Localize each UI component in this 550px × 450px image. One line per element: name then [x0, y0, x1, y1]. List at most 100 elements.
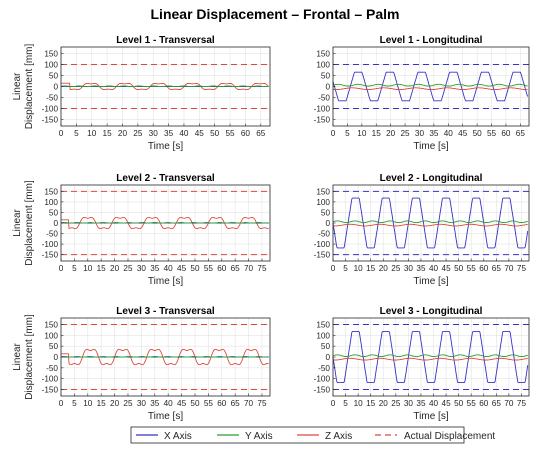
- y-tick-label: -150: [314, 251, 331, 260]
- x-tick-label: 5: [343, 264, 348, 273]
- x-tick-label: 5: [72, 264, 77, 273]
- x-tick-label: 15: [366, 399, 376, 408]
- x-tick-label: 10: [354, 264, 364, 273]
- x-tick-label: 10: [83, 264, 93, 273]
- x-tick-label: 40: [179, 129, 189, 138]
- series-y-axis: [60, 356, 269, 358]
- x-axis-label: Time [s]: [413, 411, 448, 422]
- series-x-axis: [332, 71, 529, 102]
- y-tick-label: -50: [46, 230, 58, 239]
- x-tick-label: 45: [177, 264, 187, 273]
- y-tick-label: 0: [53, 83, 58, 92]
- x-tick-label: 50: [454, 399, 464, 408]
- x-tick-label: 10: [354, 399, 364, 408]
- y-tick-label: -150: [314, 115, 331, 124]
- x-tick-label: 10: [357, 129, 367, 138]
- x-tick-label: 35: [429, 129, 439, 138]
- y-tick-label: 100: [316, 61, 330, 70]
- x-tick-label: 30: [404, 399, 414, 408]
- x-axis-label: Time [s]: [148, 141, 183, 152]
- y-axis-label-line-2: Displacement [mm]: [24, 180, 35, 266]
- y-tick-label: -150: [42, 251, 59, 260]
- x-tick-label: 75: [257, 264, 267, 273]
- x-tick-label: 0: [59, 399, 64, 408]
- x-tick-label: 55: [467, 399, 477, 408]
- x-tick-label: 70: [244, 399, 254, 408]
- x-tick-label: 55: [204, 264, 214, 273]
- x-tick-label: 15: [366, 264, 376, 273]
- x-tick-label: 50: [210, 129, 220, 138]
- series-z-axis: [333, 357, 528, 361]
- x-tick-label: 20: [110, 264, 120, 273]
- y-tick-label: 100: [316, 331, 330, 340]
- series-z-axis: [61, 348, 269, 366]
- x-tick-label: 15: [372, 129, 382, 138]
- y-tick-label: 50: [49, 72, 59, 81]
- x-tick-label: 5: [74, 129, 79, 138]
- subplot-6: 0 5 10 15 20 25 30 35 40 45 50 55 60 65 70 75-150-100-5…: [314, 306, 530, 422]
- x-tick-label: 60: [217, 399, 227, 408]
- y-tick-label: -100: [42, 240, 59, 249]
- x-tick-label: 25: [401, 129, 411, 138]
- y-tick-label: 50: [49, 342, 59, 351]
- y-tick-label: -50: [318, 230, 330, 239]
- x-tick-label: 60: [217, 264, 227, 273]
- legend-item-label: Y Axis: [245, 431, 273, 442]
- y-tick-label: 150: [44, 50, 58, 59]
- x-tick-label: 50: [473, 129, 483, 138]
- x-tick-label: 20: [118, 129, 128, 138]
- y-tick-label: -50: [46, 364, 58, 373]
- legend-item-label: Actual Displacement: [404, 431, 495, 442]
- x-tick-label: 5: [345, 129, 350, 138]
- y-tick-label: 50: [321, 72, 331, 81]
- x-tick-label: 65: [256, 129, 266, 138]
- x-tick-label: 45: [442, 264, 452, 273]
- y-tick-label: 0: [53, 353, 58, 362]
- y-tick-label: -100: [314, 375, 331, 384]
- x-tick-label: 40: [164, 399, 174, 408]
- y-tick-label: -150: [314, 386, 331, 395]
- x-tick-label: 30: [137, 399, 147, 408]
- x-tick-label: 15: [97, 399, 107, 408]
- x-tick-label: 15: [97, 264, 107, 273]
- x-tick-label: 20: [110, 399, 120, 408]
- y-axis-label-line-1: Linear: [12, 72, 23, 100]
- x-tick-label: 0: [331, 264, 336, 273]
- series-y-axis: [60, 85, 269, 88]
- y-tick-label: 0: [325, 83, 330, 92]
- legend-item-label: Z Axis: [325, 431, 352, 442]
- x-tick-label: 35: [150, 399, 160, 408]
- series-x-axis: [332, 197, 529, 249]
- x-tick-label: 20: [379, 399, 389, 408]
- x-tick-label: 60: [241, 129, 251, 138]
- x-tick-label: 75: [517, 264, 527, 273]
- x-tick-label: 60: [501, 129, 511, 138]
- y-axis-label-line-1: Linear: [12, 208, 23, 236]
- series-z-axis: [333, 223, 528, 227]
- subplot-title: Level 3 - Transversal: [116, 306, 215, 317]
- y-tick-label: 50: [321, 208, 331, 217]
- y-tick-label: -100: [314, 104, 331, 113]
- subplot-title: Level 1 - Transversal: [116, 35, 215, 46]
- x-tick-label: 20: [379, 264, 389, 273]
- x-tick-label: 0: [331, 129, 336, 138]
- x-tick-label: 65: [492, 264, 502, 273]
- x-tick-label: 60: [479, 264, 489, 273]
- x-tick-label: 45: [458, 129, 468, 138]
- x-tick-label: 35: [416, 399, 426, 408]
- x-tick-label: 30: [149, 129, 159, 138]
- x-tick-label: 10: [83, 399, 93, 408]
- x-tick-label: 70: [244, 264, 254, 273]
- x-tick-label: 25: [123, 264, 133, 273]
- series-y-axis: [332, 220, 528, 224]
- y-axis-label-line-1: Linear: [12, 342, 23, 370]
- x-tick-label: 10: [87, 129, 97, 138]
- x-tick-label: 35: [164, 129, 174, 138]
- y-tick-label: 150: [44, 321, 58, 330]
- x-axis-label: Time [s]: [413, 141, 448, 152]
- series-y-axis: [60, 222, 269, 224]
- subplot-title: Level 3 - Longitudinal: [380, 306, 483, 317]
- series-z-axis: [332, 87, 528, 91]
- y-tick-label: 0: [325, 353, 330, 362]
